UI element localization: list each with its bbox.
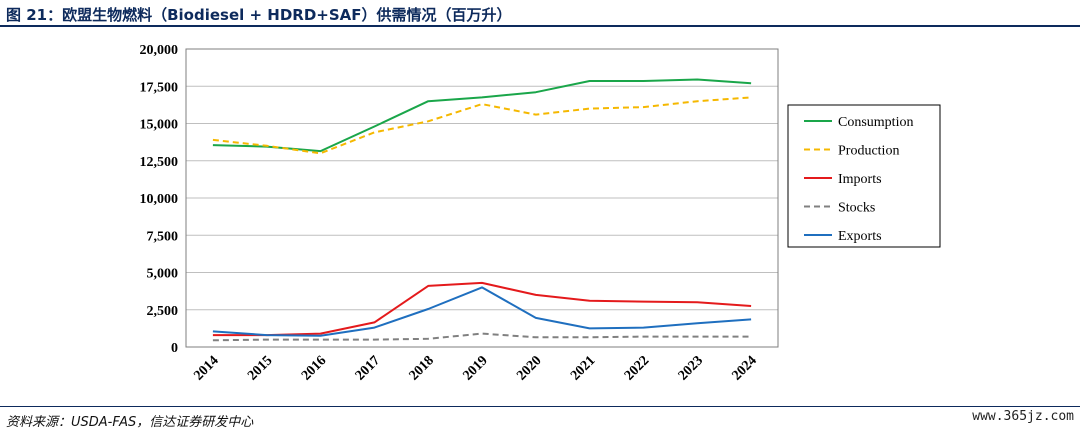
legend-label: Consumption xyxy=(838,115,913,130)
x-tick-label: 2023 xyxy=(676,353,706,383)
gridlines xyxy=(186,48,778,311)
x-tick-label: 2016 xyxy=(299,353,329,383)
legend-box xyxy=(787,104,941,248)
y-tick-label: 7,500 xyxy=(147,229,179,244)
series-line-consumption xyxy=(212,78,752,153)
footer-divider xyxy=(0,406,1080,407)
title-divider xyxy=(0,25,1080,27)
x-tick-label: 2021 xyxy=(568,353,598,383)
x-tick-label: 2019 xyxy=(460,353,490,383)
x-tick-label: 2022 xyxy=(622,353,652,383)
legend-label: Production xyxy=(838,144,899,159)
y-tick-label: 5,000 xyxy=(147,267,179,282)
watermark-text: www.365jz.com xyxy=(972,409,1074,424)
x-tick-label: 2017 xyxy=(353,353,383,383)
line-chart: 0 2,500 5,000 7,500 10,000 12,500 15,000 17,500… xyxy=(140,43,941,384)
series-lines xyxy=(212,78,752,342)
y-tick-label: 15,000 xyxy=(140,118,179,133)
y-axis-ticks: 0 2,500 5,000 7,500 10,000 12,500 15,000 17,500… xyxy=(140,43,179,356)
y-tick-label: 17,500 xyxy=(140,80,179,95)
x-tick-label: 2024 xyxy=(730,353,760,383)
y-tick-label: 12,500 xyxy=(140,155,179,170)
legend: Consumption Production Imports Stocks Export… xyxy=(787,104,941,248)
plot-frame xyxy=(185,48,779,348)
series-line-exports xyxy=(212,286,752,337)
series-line-production xyxy=(212,96,752,155)
y-tick-label: 20,000 xyxy=(140,43,179,58)
x-tick-label: 2014 xyxy=(191,353,221,383)
y-tick-label: 0 xyxy=(171,341,178,356)
legend-label: Stocks xyxy=(838,201,875,216)
legend-label: Exports xyxy=(838,229,882,244)
y-tick-label: 2,500 xyxy=(147,304,179,319)
source-note: 资料来源：USDA-FAS，信达证券研发中心 xyxy=(6,415,254,430)
x-tick-label: 2015 xyxy=(245,353,275,383)
y-tick-label: 10,000 xyxy=(140,192,179,207)
figure-title: 图 21：欧盟生物燃料（Biodiesel + HDRD+SAF）供需情况（百万… xyxy=(6,6,512,24)
legend-label: Imports xyxy=(838,172,882,187)
x-tick-label: 2018 xyxy=(407,353,437,383)
series-line-imports xyxy=(212,281,752,337)
x-tick-label: 2020 xyxy=(514,353,544,383)
x-axis-ticks: 2014 2015 2016 2017 2018 2019 2020 2021 2022 2023… xyxy=(191,353,760,383)
